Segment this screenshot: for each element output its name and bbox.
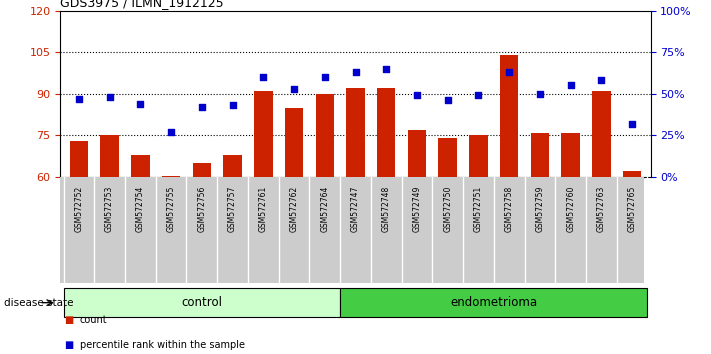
Text: GSM572754: GSM572754 [136,185,145,232]
Point [73,96,85,102]
Point [565,83,577,88]
Bar [562,133,580,177]
Bar [346,88,365,177]
Bar [254,91,272,177]
Point [196,104,208,110]
Point [596,78,607,83]
Bar [592,91,611,177]
Text: GSM572755: GSM572755 [166,185,176,232]
Point [411,93,422,98]
Text: GDS3975 / ILMN_1912125: GDS3975 / ILMN_1912125 [60,0,224,10]
Point [166,129,177,135]
Point [319,74,331,80]
Text: GSM572751: GSM572751 [474,185,483,232]
Text: GSM572756: GSM572756 [198,185,206,232]
Bar [340,288,648,317]
Text: GSM572764: GSM572764 [320,185,329,232]
Point [442,98,454,103]
Text: GSM572757: GSM572757 [228,185,237,232]
Point [626,121,638,127]
Text: GSM572749: GSM572749 [412,185,422,232]
Bar [439,138,457,177]
Text: GSM572761: GSM572761 [259,185,268,232]
Bar [285,108,304,177]
Point [473,93,484,98]
Bar [469,135,488,177]
Bar [223,155,242,177]
Text: ■: ■ [64,340,73,350]
Text: GSM572762: GSM572762 [289,185,299,232]
Point [350,69,361,75]
Bar [131,155,149,177]
Text: GSM572747: GSM572747 [351,185,360,232]
Point [503,69,515,75]
Point [134,101,146,107]
Text: GSM572765: GSM572765 [628,185,636,232]
Text: count: count [80,315,107,325]
Bar [500,55,518,177]
Text: GSM572748: GSM572748 [382,185,391,232]
Bar [63,288,340,317]
Point [104,94,115,100]
Text: GSM572760: GSM572760 [566,185,575,232]
Bar [530,133,549,177]
Bar [162,176,181,177]
Text: GSM572759: GSM572759 [535,185,545,232]
Text: GSM572758: GSM572758 [505,185,513,232]
Text: control: control [181,296,223,309]
Bar [377,88,395,177]
Point [257,74,269,80]
Bar [100,135,119,177]
Text: percentile rank within the sample: percentile rank within the sample [80,340,245,350]
Text: disease state: disease state [4,298,73,308]
Bar [623,171,641,177]
Text: GSM572753: GSM572753 [105,185,114,232]
Text: endometrioma: endometrioma [450,296,538,309]
Text: GSM572752: GSM572752 [75,185,83,232]
Text: ■: ■ [64,315,73,325]
Point [289,86,300,92]
Bar [193,163,211,177]
Text: GSM572763: GSM572763 [597,185,606,232]
Bar [407,130,426,177]
Bar [316,94,334,177]
Point [380,66,392,72]
Point [534,91,545,97]
Point [227,103,238,108]
Text: GSM572750: GSM572750 [443,185,452,232]
Bar [70,141,88,177]
